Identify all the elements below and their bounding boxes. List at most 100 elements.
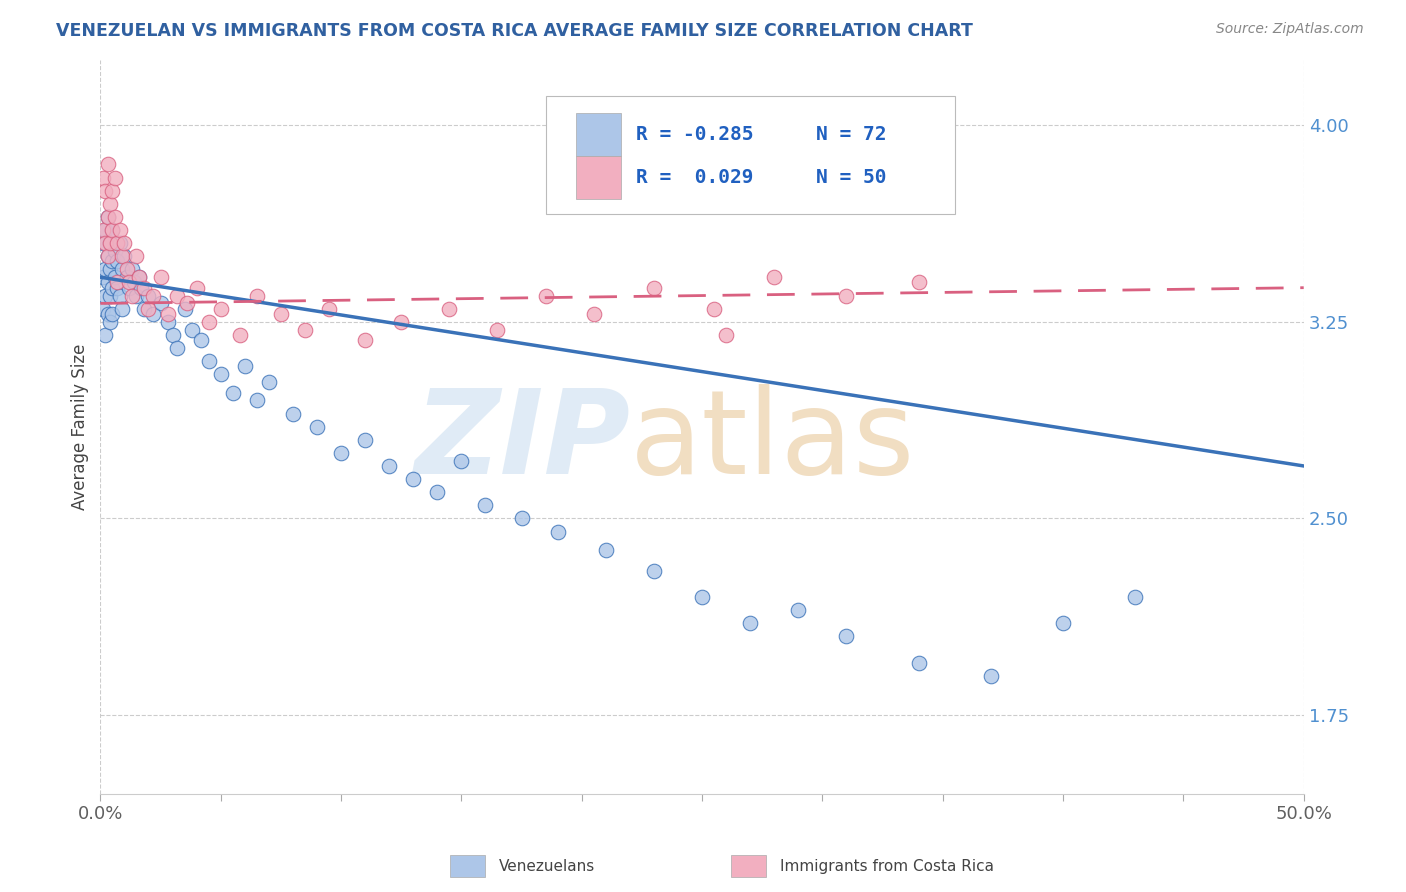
- Point: [354, 333, 377, 347]
- Point: [703, 301, 725, 316]
- Point: [98, 288, 121, 302]
- Point: [97, 276, 120, 290]
- Point: [125, 288, 148, 302]
- Point: [229, 327, 252, 342]
- Text: Venezuelans: Venezuelans: [499, 859, 595, 873]
- Point: [101, 281, 124, 295]
- Point: [101, 254, 124, 268]
- Point: [149, 270, 172, 285]
- Point: [534, 288, 557, 302]
- Point: [547, 524, 569, 539]
- Point: [582, 307, 605, 321]
- Point: [643, 281, 665, 295]
- Point: [128, 270, 150, 285]
- Point: [281, 407, 304, 421]
- Point: [91, 223, 114, 237]
- Point: [1052, 616, 1074, 631]
- Point: [105, 236, 128, 251]
- Bar: [575, 113, 621, 156]
- Point: [97, 210, 120, 224]
- Point: [426, 485, 449, 500]
- Point: [439, 301, 461, 316]
- Point: [101, 223, 124, 237]
- Point: [122, 276, 145, 290]
- Point: [246, 393, 269, 408]
- Point: [91, 170, 114, 185]
- Point: [105, 276, 128, 290]
- Point: [121, 288, 143, 302]
- Point: [111, 262, 134, 277]
- Point: [1123, 590, 1146, 604]
- Point: [97, 249, 120, 263]
- Point: [94, 184, 117, 198]
- Point: [486, 323, 509, 337]
- Point: [98, 236, 121, 251]
- Point: [104, 210, 127, 224]
- Point: [142, 288, 165, 302]
- Point: [389, 315, 412, 329]
- Point: [118, 281, 141, 295]
- Point: [450, 454, 472, 468]
- Point: [787, 603, 810, 617]
- Point: [97, 157, 120, 171]
- Point: [91, 270, 114, 285]
- Point: [318, 301, 340, 316]
- Point: [246, 288, 269, 302]
- Point: [132, 281, 155, 295]
- Text: Source: ZipAtlas.com: Source: ZipAtlas.com: [1216, 22, 1364, 37]
- Point: [176, 296, 198, 310]
- Text: Immigrants from Costa Rica: Immigrants from Costa Rica: [780, 859, 994, 873]
- Point: [354, 433, 377, 447]
- Point: [111, 249, 134, 263]
- Point: [714, 327, 737, 342]
- Point: [94, 223, 117, 237]
- Point: [474, 498, 496, 512]
- Point: [111, 301, 134, 316]
- Point: [294, 323, 316, 337]
- Point: [115, 270, 138, 285]
- Point: [129, 281, 152, 295]
- Point: [97, 210, 120, 224]
- Point: [510, 511, 533, 525]
- Point: [101, 307, 124, 321]
- Point: [330, 446, 353, 460]
- Text: atlas: atlas: [630, 384, 915, 499]
- Text: R = -0.285: R = -0.285: [636, 125, 754, 144]
- Point: [190, 333, 212, 347]
- Point: [128, 270, 150, 285]
- Point: [108, 223, 131, 237]
- Point: [402, 472, 425, 486]
- Point: [142, 307, 165, 321]
- Point: [118, 276, 141, 290]
- Point: [197, 315, 219, 329]
- Point: [907, 656, 929, 670]
- Point: [97, 249, 120, 263]
- Point: [132, 301, 155, 316]
- Point: [115, 262, 138, 277]
- Point: [105, 254, 128, 268]
- Text: ZIP: ZIP: [413, 384, 630, 499]
- Point: [105, 281, 128, 295]
- Point: [643, 564, 665, 578]
- Point: [233, 359, 256, 374]
- Point: [108, 236, 131, 251]
- Point: [595, 542, 617, 557]
- Point: [98, 196, 121, 211]
- Point: [104, 170, 127, 185]
- Point: [91, 236, 114, 251]
- Y-axis label: Average Family Size: Average Family Size: [72, 343, 89, 510]
- Point: [690, 590, 713, 604]
- Point: [94, 288, 117, 302]
- Point: [209, 301, 232, 316]
- Point: [101, 223, 124, 237]
- Point: [180, 323, 202, 337]
- Point: [112, 236, 135, 251]
- Point: [209, 368, 232, 382]
- Point: [94, 262, 117, 277]
- Point: [173, 301, 195, 316]
- Point: [104, 244, 127, 258]
- Point: [149, 296, 172, 310]
- Point: [138, 288, 160, 302]
- Point: [97, 307, 120, 321]
- Point: [125, 249, 148, 263]
